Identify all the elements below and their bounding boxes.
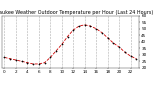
Title: Milwaukee Weather Outdoor Temperature per Hour (Last 24 Hours): Milwaukee Weather Outdoor Temperature pe… (0, 10, 153, 15)
